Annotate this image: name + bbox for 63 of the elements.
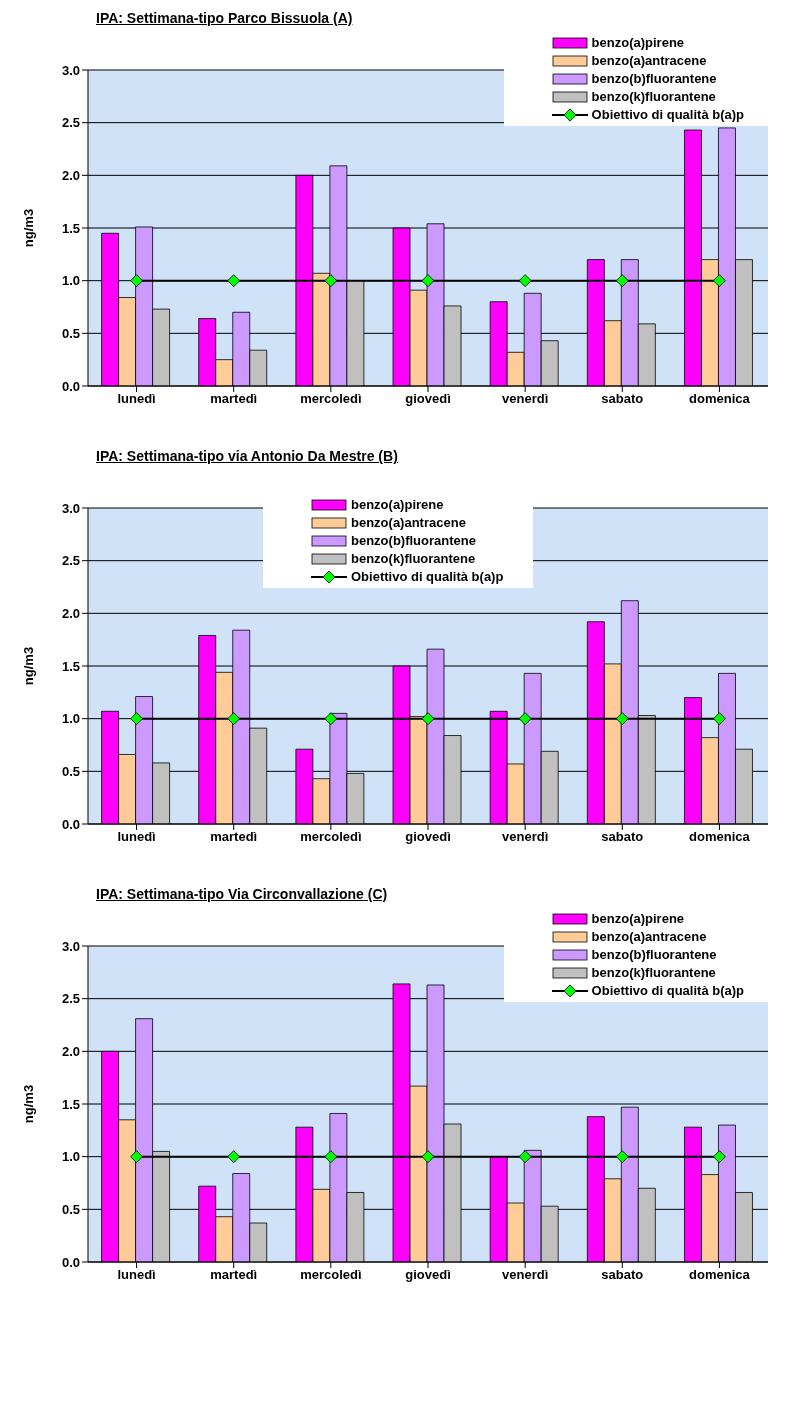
y-tick-label: 2.0	[61, 1043, 80, 1059]
legend-label: Obiettivo di qualità b(a)p	[351, 568, 504, 586]
legend-label: benzo(a)pirene	[591, 910, 685, 928]
legend-label: benzo(a)antracene	[351, 514, 466, 532]
x-tick-label: sabato	[601, 391, 644, 407]
chart-title: IPA: Settimana-tipo Parco Bissuola (A)	[96, 10, 353, 26]
x-tick-label: domenica	[689, 1267, 751, 1283]
y-tick-label: 2.5	[61, 115, 80, 131]
legend-label: Obiettivo di qualità b(a)p	[591, 982, 744, 1000]
y-tick-label: 0.0	[61, 816, 80, 832]
x-tick-label: lunedì	[117, 829, 156, 845]
legend-label: benzo(a)antracene	[591, 928, 707, 946]
x-tick-label: martedì	[210, 829, 258, 845]
x-tick-label: giovedì	[405, 1267, 451, 1283]
y-tick-label: 2.0	[61, 167, 80, 183]
y-tick-label: 0.5	[61, 1201, 80, 1217]
x-tick-label: mercoledì	[300, 391, 362, 407]
x-tick-label: domenica	[689, 829, 751, 845]
y-tick-label: 1.0	[61, 711, 80, 727]
x-tick-label: domenica	[689, 391, 751, 407]
x-tick-label: giovedì	[405, 391, 451, 407]
y-tick-label: 0.0	[61, 1254, 80, 1270]
x-tick-label: lunedì	[117, 391, 156, 407]
y-tick-label: 0.5	[61, 325, 80, 341]
legend-label: benzo(b)fluorantene	[591, 70, 717, 88]
y-axis-title: ng/m3	[20, 208, 36, 248]
y-tick-label: 1.0	[61, 273, 80, 289]
chart-title: IPA: Settimana-tipo Via Circonvallazione (C)	[96, 886, 388, 902]
y-tick-label: 3.0	[61, 62, 80, 78]
y-axis-title: ng/m3	[20, 646, 36, 686]
x-tick-label: venerdì	[502, 829, 549, 845]
y-tick-label: 2.5	[61, 553, 80, 569]
legend-label: benzo(b)fluorantene	[591, 946, 717, 964]
x-tick-label: martedì	[210, 391, 258, 407]
x-tick-label: lunedì	[117, 1267, 156, 1283]
legend-label: benzo(a)antracene	[591, 52, 707, 70]
legend-label: benzo(k)fluorantene	[591, 88, 716, 106]
legend-label: benzo(b)fluorantene	[351, 532, 476, 550]
legend-label: benzo(k)fluorantene	[351, 550, 476, 568]
chart-title: IPA: Settimana-tipo via Antonio Da Mestre (B)	[96, 448, 398, 464]
y-tick-label: 1.0	[61, 1149, 80, 1165]
legend-label: benzo(k)fluorantene	[591, 964, 716, 982]
x-tick-label: mercoledì	[300, 829, 362, 845]
y-tick-label: 2.5	[61, 991, 80, 1007]
y-axis-title: ng/m3	[20, 1084, 36, 1124]
y-tick-label: 2.0	[61, 605, 80, 621]
y-tick-label: 1.5	[61, 1096, 80, 1112]
y-tick-label: 1.5	[61, 658, 80, 674]
x-tick-label: venerdì	[502, 1267, 549, 1283]
x-tick-label: sabato	[601, 1267, 644, 1283]
y-tick-label: 0.0	[61, 378, 80, 394]
x-tick-label: mercoledì	[300, 1267, 362, 1283]
legend-label: benzo(a)pirene	[591, 34, 685, 52]
y-tick-label: 1.5	[61, 220, 80, 236]
x-tick-label: martedì	[210, 1267, 258, 1283]
y-tick-label: 0.5	[61, 763, 80, 779]
y-tick-label: 3.0	[61, 938, 80, 954]
legend-label: Obiettivo di qualità b(a)p	[591, 106, 744, 124]
x-tick-label: sabato	[601, 829, 644, 845]
x-tick-label: giovedì	[405, 829, 451, 845]
x-tick-label: venerdì	[502, 391, 549, 407]
legend-label: benzo(a)pirene	[351, 496, 444, 514]
y-tick-label: 3.0	[61, 500, 80, 516]
